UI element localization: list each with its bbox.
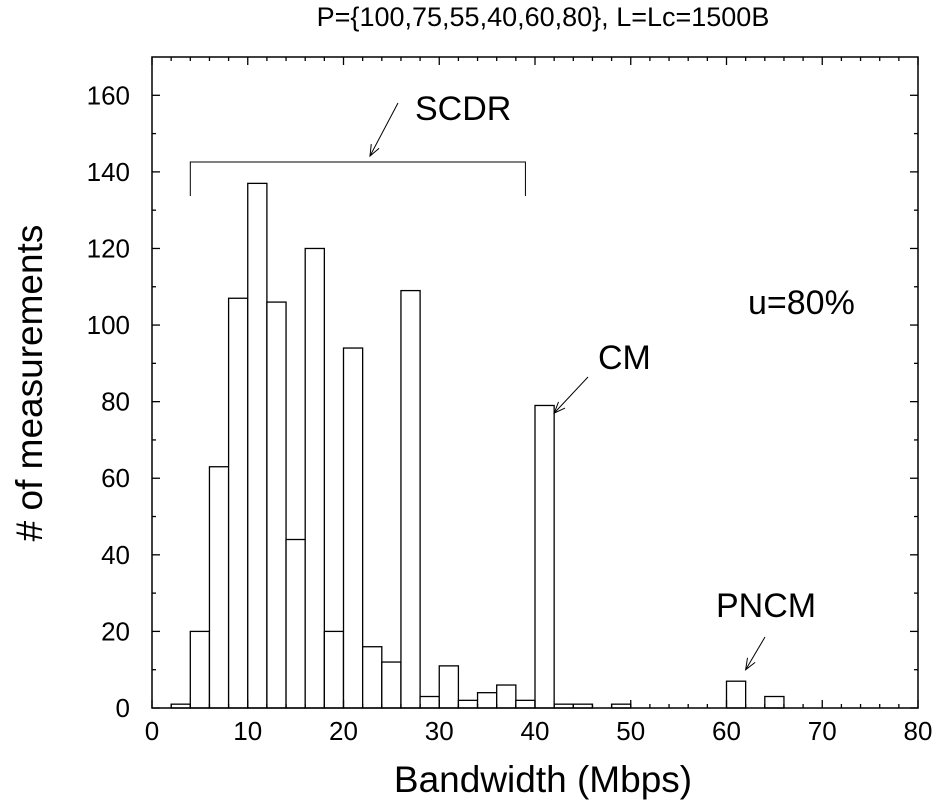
y-tick-label: 140 <box>87 157 130 187</box>
histogram-bar <box>515 699 536 709</box>
utilization-label: u=80% <box>748 284 855 322</box>
y-tick-label: 20 <box>101 616 130 646</box>
histogram-bar <box>419 695 440 709</box>
histogram-bar <box>342 347 364 709</box>
histogram-bar <box>189 630 211 709</box>
histogram-bar <box>438 665 460 709</box>
cm-arrow <box>553 376 589 414</box>
scdr-arrow-head <box>369 144 380 158</box>
histogram-bar <box>227 297 249 709</box>
y-tick-label: 40 <box>101 540 130 570</box>
x-tick-label: 30 <box>425 716 454 746</box>
x-tick-label: 20 <box>329 716 358 746</box>
cm-label: CM <box>598 339 651 377</box>
x-tick-label: 80 <box>904 716 933 746</box>
histogram-bar <box>323 630 345 709</box>
histogram-bars <box>170 182 785 709</box>
x-tick-label: 70 <box>808 716 837 746</box>
histogram-bar <box>725 680 747 709</box>
chart-title: P={100,75,55,40,60,80}, L=Lc=1500B <box>317 2 770 32</box>
y-axis-ticks: 0 20 40 60 80 100 120 140 160 <box>87 80 918 723</box>
x-axis-ticks: 0 10 20 30 40 50 60 70 80 <box>145 57 933 746</box>
y-axis-title: # of measurements <box>9 225 50 542</box>
histogram-bar <box>304 247 326 709</box>
chart-annotations: u=80% SCDR CM PNCM <box>189 90 855 671</box>
y-tick-label: 100 <box>87 310 130 340</box>
y-tick-label: 120 <box>87 233 130 263</box>
histogram-bar <box>400 289 421 709</box>
histogram-bar <box>534 404 555 709</box>
histogram-bar <box>496 684 517 709</box>
histogram-bar <box>285 538 306 709</box>
histogram-bar <box>764 695 785 709</box>
scdr-label: SCDR <box>415 90 511 128</box>
histogram-bar <box>476 692 498 709</box>
histogram-bar <box>381 661 402 709</box>
y-tick-label: 60 <box>101 463 130 493</box>
histogram-bar <box>457 699 479 709</box>
y-tick-label: 80 <box>101 387 130 417</box>
pncm-label: PNCM <box>716 587 816 625</box>
x-tick-label: 50 <box>616 716 645 746</box>
y-tick-label: 0 <box>116 693 130 723</box>
pncm-arrow-head <box>744 657 756 671</box>
y-tick-label: 160 <box>87 80 130 110</box>
pncm-arrow <box>745 636 766 670</box>
histogram-bar <box>247 182 268 709</box>
x-tick-label: 60 <box>712 716 741 746</box>
x-tick-label: 40 <box>521 716 550 746</box>
x-axis-title: Bandwidth (Mbps) <box>394 759 692 800</box>
scdr-arrow <box>369 102 399 157</box>
x-tick-label: 10 <box>233 716 262 746</box>
scdr-bracket <box>189 161 526 196</box>
x-tick-label: 0 <box>145 716 159 746</box>
histogram-bar <box>361 646 383 709</box>
cm-arrow-head <box>553 401 566 415</box>
histogram-bar <box>266 301 287 709</box>
histogram-bar <box>208 466 230 709</box>
